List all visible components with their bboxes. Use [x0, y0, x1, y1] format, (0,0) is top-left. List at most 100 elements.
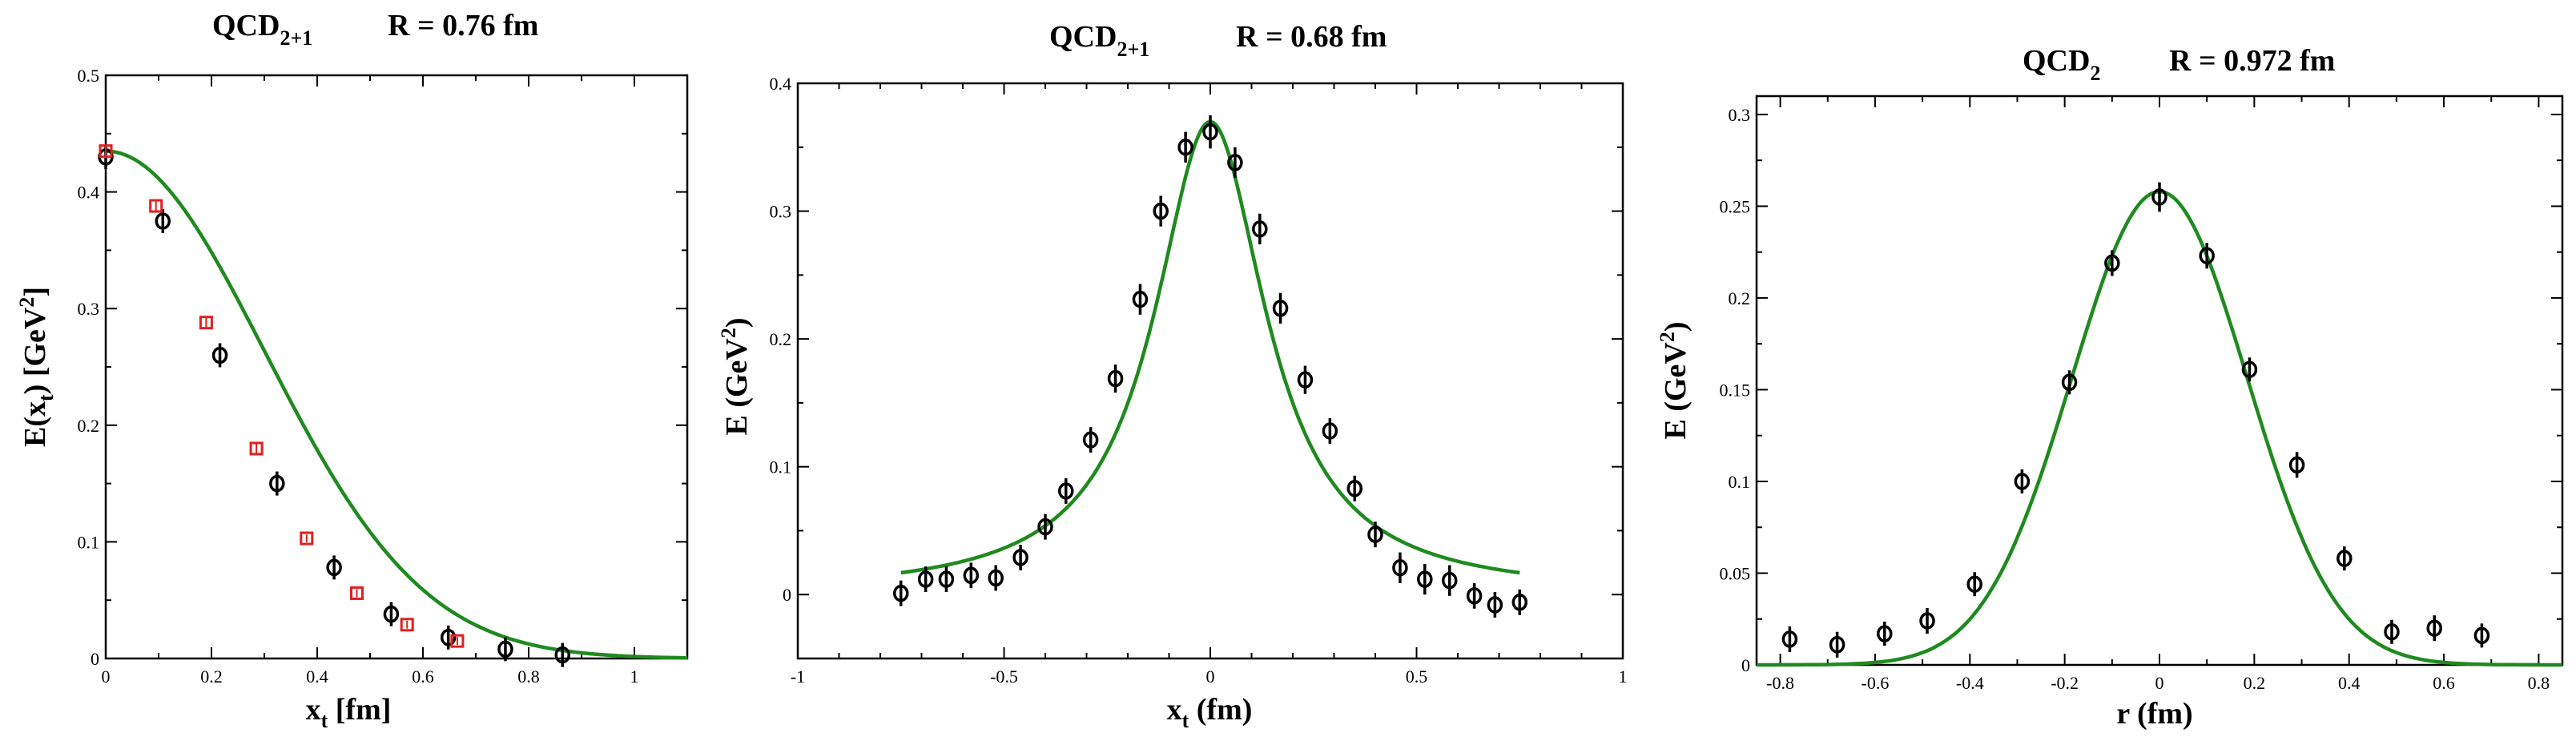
circle-marker — [1132, 290, 1149, 308]
circle-data-point — [1919, 608, 1935, 634]
circle-marker — [1487, 596, 1503, 614]
y-tick-label: 0.2 — [1729, 288, 1751, 308]
x-tick-label: 0.4 — [306, 666, 328, 687]
circle-data-point — [1132, 284, 1149, 315]
circle-marker — [383, 605, 400, 623]
panel-1-tick-labels: 0 0.2 0.4 0.6 0.8 1 0 0.1 0.2 0.3 0.4 0.5 — [78, 66, 639, 687]
x-tick-label: 0.8 — [517, 666, 540, 687]
circle-data-point — [1346, 475, 1362, 501]
circle-marker — [2199, 247, 2215, 265]
square-marker — [350, 586, 364, 600]
circle-marker — [1346, 480, 1362, 497]
panel-2-x-label: xt (fm) — [1167, 693, 1253, 732]
panel-2-y-label: E (GeV2) — [717, 317, 754, 435]
square-data-point — [149, 199, 163, 213]
square-data-point — [400, 618, 414, 632]
square-data-point — [199, 316, 213, 330]
panel-2-title: QCD2+1 — [1049, 20, 1149, 61]
x-tick-label: -0.4 — [1956, 673, 1984, 693]
panel-2-data-points — [893, 115, 1527, 618]
circle-data-point — [2288, 452, 2305, 478]
circle-data-point — [383, 602, 400, 626]
circle-data-point — [1037, 513, 1053, 540]
circle-data-point — [2384, 619, 2400, 644]
circle-marker — [1466, 587, 1483, 605]
y-tick-label: 0.4 — [770, 74, 792, 94]
panel-3-ticks — [1757, 96, 2562, 666]
circle-data-point — [938, 566, 955, 593]
circle-data-point — [2104, 250, 2120, 276]
panel-3: QCD2 R = 0.972 fm -0.8 -0.6 -0.4 -0.2 0 0.2 0.… — [1656, 44, 2564, 731]
x-tick-label: 0.6 — [412, 666, 434, 687]
square-marker — [249, 441, 264, 456]
circle-marker — [1297, 371, 1314, 389]
square-marker — [149, 199, 163, 213]
y-tick-label: 0.3 — [770, 202, 792, 222]
circle-data-point — [1829, 631, 1845, 658]
square-marker — [450, 634, 465, 648]
x-tick-label: 0.4 — [2338, 673, 2361, 693]
circle-data-point — [1441, 565, 1458, 596]
circle-data-point — [1367, 522, 1383, 548]
circle-marker — [1781, 630, 1798, 648]
circle-data-point — [2199, 243, 2215, 269]
circle-marker — [1322, 422, 1338, 440]
circle-data-point — [1511, 589, 1527, 615]
circle-data-point — [1252, 213, 1268, 245]
x-tick-label: 0.2 — [2244, 673, 2266, 693]
square-data-point — [300, 531, 314, 546]
circle-marker — [2426, 619, 2442, 637]
panel-3-y-label: E (GeV2) — [1656, 321, 1693, 439]
panel-2-tick-labels: -1 -0.5 0 0.5 1 0 0.1 0.2 0.3 0.4 — [770, 74, 1628, 687]
x-tick-label: 0.2 — [200, 666, 223, 687]
circle-data-point — [2061, 370, 2078, 395]
panel-3-frame — [1755, 95, 2564, 666]
circle-data-point — [1202, 115, 1218, 149]
panel-1-title-r: R = 0.76 fm — [388, 9, 538, 42]
circle-marker — [2473, 626, 2490, 645]
x-tick-label: -0.6 — [1862, 673, 1890, 693]
circle-marker — [1511, 594, 1527, 611]
x-tick-label: 0 — [2155, 673, 2164, 693]
circle-marker — [1227, 154, 1243, 171]
circle-data-point — [1322, 418, 1338, 444]
circle-marker — [1367, 526, 1383, 543]
panel-2-fit-curve — [900, 119, 1520, 575]
y-tick-label: 0.05 — [1720, 563, 1751, 583]
square-marker — [99, 144, 113, 159]
circle-data-point — [1487, 592, 1503, 618]
y-tick-label: 0.2 — [78, 416, 100, 436]
circle-marker — [269, 474, 285, 493]
panel-1-fit-curve — [105, 149, 687, 660]
circle-marker — [917, 570, 934, 588]
x-tick-label: 0.6 — [2433, 673, 2455, 693]
circle-marker — [1012, 549, 1028, 566]
circle-data-point — [1877, 622, 1893, 646]
x-tick-label: -0.2 — [2051, 673, 2079, 693]
panel-1-x-label: xt [fm] — [306, 693, 392, 732]
circle-marker — [893, 584, 909, 602]
y-tick-label: 0 — [783, 585, 791, 605]
circle-marker — [2014, 473, 2031, 490]
circle-marker — [1107, 369, 1124, 388]
circle-marker — [988, 569, 1004, 587]
circle-marker — [497, 640, 513, 658]
y-tick-label: 0.4 — [78, 183, 100, 203]
y-tick-label: 0 — [91, 649, 99, 669]
circle-marker — [2337, 550, 2353, 567]
panel-3-x-label: r (fm) — [2116, 697, 2192, 731]
circle-data-point — [1177, 131, 1193, 163]
circle-marker — [1082, 431, 1099, 449]
circle-marker — [1877, 625, 1893, 642]
x-tick-label: -0.5 — [990, 666, 1018, 687]
panel-1: QCD2+1 R = 0.76 fm 0 0.2 0.4 0.6 0.8 1 0 0.1 0.2… — [15, 9, 689, 732]
panel-3-title-r: R = 0.972 fm — [2169, 44, 2335, 78]
circle-data-point — [211, 343, 228, 368]
x-tick-label: 1 — [630, 666, 639, 687]
y-tick-label: 0.1 — [770, 457, 792, 477]
circle-marker — [211, 346, 228, 364]
y-tick-label: 0.1 — [1729, 472, 1751, 492]
circle-marker — [440, 629, 457, 646]
circle-data-point — [917, 566, 934, 593]
